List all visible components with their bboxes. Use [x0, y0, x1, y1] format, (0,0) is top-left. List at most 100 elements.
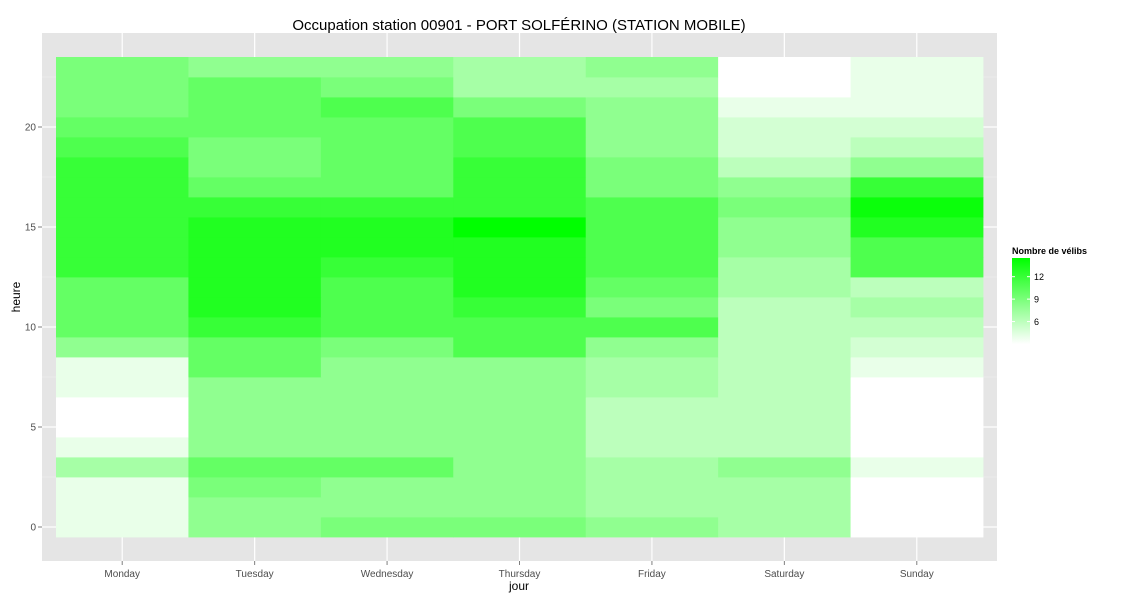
- heatmap-cell: [453, 257, 587, 278]
- heatmap-cell: [850, 217, 984, 238]
- heatmap-cell: [56, 437, 189, 458]
- heatmap-cell: [188, 417, 322, 438]
- heatmap-cell: [850, 177, 984, 198]
- heatmap-cell: [453, 497, 587, 518]
- heatmap-cell: [850, 477, 984, 498]
- x-tick-label: Monday: [104, 569, 140, 580]
- heatmap-cell: [56, 337, 189, 358]
- heatmap-cell: [56, 177, 189, 198]
- heatmap-cell: [850, 457, 984, 478]
- heatmap-cell: [585, 157, 719, 178]
- heatmap-cell: [718, 257, 851, 278]
- heatmap-cell: [320, 97, 454, 118]
- heatmap-cell: [585, 197, 719, 218]
- x-tick-label: Sunday: [900, 569, 934, 580]
- heatmap-cell: [718, 137, 851, 158]
- heatmap-cell: [585, 437, 719, 458]
- heatmap-cell: [453, 477, 587, 498]
- heatmap-cell: [453, 237, 587, 258]
- heatmap-cell: [850, 237, 984, 258]
- heatmap-cell: [718, 277, 851, 298]
- heatmap-cell: [453, 437, 587, 458]
- heatmap-cell: [850, 117, 984, 138]
- heatmap-cell: [320, 517, 454, 538]
- heatmap-cell: [188, 317, 322, 338]
- heatmap-cell: [585, 237, 719, 258]
- heatmap-cell: [718, 497, 851, 518]
- heatmap-cell: [320, 157, 454, 178]
- heatmap-cell: [850, 57, 984, 78]
- legend-title: Nombre de vélibs: [1012, 246, 1087, 256]
- heatmap-cell: [188, 177, 322, 198]
- heatmap-cell: [320, 277, 454, 298]
- heatmap-cell: [453, 297, 587, 318]
- x-axis: Monday Tuesday Wednesday Thursday Friday Satu…: [104, 561, 934, 580]
- legend-tick-label: 12: [1034, 272, 1044, 282]
- heatmap-cell: [850, 157, 984, 178]
- y-axis: 0 5 10 15 20: [25, 123, 42, 534]
- heatmap-cell: [850, 197, 984, 218]
- heatmap-cell: [188, 197, 322, 218]
- heatmap-cell: [320, 417, 454, 438]
- heatmap-cell: [320, 297, 454, 318]
- heatmap-cell: [188, 157, 322, 178]
- heatmap-cell: [585, 277, 719, 298]
- heatmap-cell: [320, 437, 454, 458]
- heatmap-cell: [56, 257, 189, 278]
- heatmap-cell: [188, 377, 322, 398]
- heatmap-cell: [850, 77, 984, 98]
- heatmap-cell: [56, 317, 189, 338]
- heatmap-cell: [453, 357, 587, 378]
- legend-ticks: 6 9 12: [1012, 272, 1044, 327]
- heatmap-cell: [188, 57, 322, 78]
- heatmap-cell: [850, 97, 984, 118]
- y-tick-label: 20: [25, 123, 37, 134]
- heatmap-cell: [718, 237, 851, 258]
- heatmap-cell: [585, 397, 719, 418]
- heatmap-cell: [56, 457, 189, 478]
- heatmap-cell: [453, 317, 587, 338]
- heatmap-cell: [453, 197, 587, 218]
- legend-tick-label: 6: [1034, 317, 1039, 327]
- heatmap-cell: [718, 197, 851, 218]
- heatmap-cell: [320, 237, 454, 258]
- heatmap-cell: [585, 377, 719, 398]
- heatmap-cell: [320, 77, 454, 98]
- y-tick-label: 15: [25, 223, 37, 234]
- heatmap-cell: [188, 477, 322, 498]
- heatmap-cell: [850, 437, 984, 458]
- heatmap-cell: [718, 297, 851, 318]
- heatmap-cell: [453, 117, 587, 138]
- heatmap-cell: [320, 477, 454, 498]
- heatmap-cell: [188, 117, 322, 138]
- heatmap-cell: [56, 277, 189, 298]
- heatmap-cell: [320, 57, 454, 78]
- heatmap-cell: [56, 397, 189, 418]
- heatmap-cell: [585, 217, 719, 238]
- heatmap-cell: [56, 197, 189, 218]
- heatmap-cell: [718, 457, 851, 478]
- heatmap-cell: [453, 397, 587, 418]
- heatmap-cell: [320, 177, 454, 198]
- heatmap-cell: [188, 357, 322, 378]
- heatmap-cell: [453, 97, 587, 118]
- heatmap-cell: [188, 97, 322, 118]
- heatmap-cell: [718, 477, 851, 498]
- heatmap-cell: [188, 337, 322, 358]
- heatmap-cell: [718, 377, 851, 398]
- heatmap-cell: [320, 357, 454, 378]
- heatmap-cell: [320, 497, 454, 518]
- heatmap-cell: [453, 337, 587, 358]
- x-tick-label: Thursday: [499, 569, 541, 580]
- heatmap-cell: [585, 57, 719, 78]
- heatmap-cell: [718, 517, 851, 538]
- heatmap-cell: [585, 497, 719, 518]
- heatmap-cell: [718, 97, 851, 118]
- x-tick-label: Saturday: [764, 569, 804, 580]
- heatmap-cell: [850, 317, 984, 338]
- x-tick-label: Wednesday: [361, 569, 414, 580]
- heatmap-cell: [718, 357, 851, 378]
- legend-tick-label: 9: [1034, 295, 1039, 305]
- heatmap-cell: [585, 477, 719, 498]
